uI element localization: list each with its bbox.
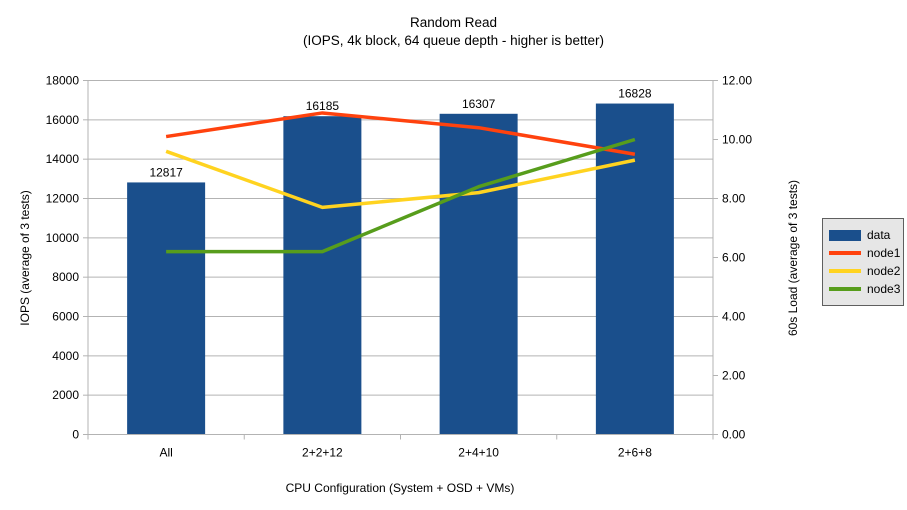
legend-label: data bbox=[867, 228, 891, 242]
right-tick-label: 8.00 bbox=[722, 192, 746, 206]
bar-2+2+12 bbox=[283, 116, 362, 435]
left-tick-label: 0 bbox=[72, 428, 79, 442]
left-tick-label: 12000 bbox=[46, 192, 80, 206]
left-tick-label: 10000 bbox=[46, 231, 80, 245]
left-tick-label: 8000 bbox=[52, 270, 79, 284]
axes bbox=[83, 80, 718, 440]
bar-2+6+8 bbox=[595, 103, 674, 435]
legend-label: node2 bbox=[867, 264, 901, 278]
legend-swatch-data bbox=[829, 229, 861, 241]
right-axis-title: 60s Load (average of 3 tests) bbox=[786, 179, 800, 337]
right-tick-label: 2.00 bbox=[722, 369, 746, 383]
chart-subtitle: (IOPS, 4k block, 64 queue depth - higher… bbox=[303, 33, 604, 48]
legend: data node1 node2 node3 bbox=[822, 218, 904, 306]
right-tick-label: 10.00 bbox=[722, 133, 752, 147]
legend-label: node1 bbox=[867, 246, 901, 260]
left-tick-label: 2000 bbox=[52, 388, 79, 402]
bar-series-data: 12817 16185 16307 16828 bbox=[127, 87, 674, 435]
right-tick-label: 12.00 bbox=[722, 74, 752, 88]
line-series-node2 bbox=[165, 149, 636, 210]
bar-All bbox=[127, 182, 206, 435]
x-axis-title: CPU Configuration (System + OSD + VMs) bbox=[285, 481, 515, 495]
right-tick-label: 4.00 bbox=[722, 310, 746, 324]
left-tick-label: 16000 bbox=[46, 113, 80, 127]
left-axis-title: IOPS (average of 3 tests) bbox=[18, 190, 32, 326]
legend-item-node1: node1 bbox=[829, 244, 901, 262]
left-tick-label: 6000 bbox=[52, 310, 79, 324]
line-series-node3 bbox=[166, 137, 636, 254]
line-series-node1 bbox=[165, 111, 636, 156]
tick-labels: 0 2000 4000 6000 8000 10000 12000 14000 16000 180… bbox=[46, 74, 753, 460]
bar-value-label: 16828 bbox=[618, 87, 652, 101]
bar-value-label: 16307 bbox=[462, 97, 496, 111]
left-tick-label: 4000 bbox=[52, 349, 79, 363]
category-label: All bbox=[159, 446, 172, 460]
category-label: 2+6+8 bbox=[618, 446, 652, 460]
right-tick-label: 0.00 bbox=[722, 428, 746, 442]
left-tick-label: 18000 bbox=[46, 74, 80, 88]
left-tick-label: 14000 bbox=[46, 152, 80, 166]
category-label: 2+2+12 bbox=[302, 446, 343, 460]
category-label: 2+4+10 bbox=[458, 446, 499, 460]
bar-value-label: 12817 bbox=[149, 165, 183, 179]
legend-swatch-node1 bbox=[829, 251, 861, 255]
legend-swatch-node2 bbox=[829, 269, 861, 273]
legend-swatch-node3 bbox=[829, 287, 861, 291]
legend-item-data: data bbox=[829, 226, 897, 244]
bar-2+4+10 bbox=[439, 113, 518, 435]
right-tick-label: 6.00 bbox=[722, 251, 746, 265]
legend-item-node2: node2 bbox=[829, 262, 901, 280]
legend-item-node3: node3 bbox=[829, 280, 901, 298]
bar-value-label: 16185 bbox=[306, 99, 340, 113]
legend-label: node3 bbox=[867, 282, 901, 296]
chart-title: Random Read bbox=[409, 15, 498, 30]
